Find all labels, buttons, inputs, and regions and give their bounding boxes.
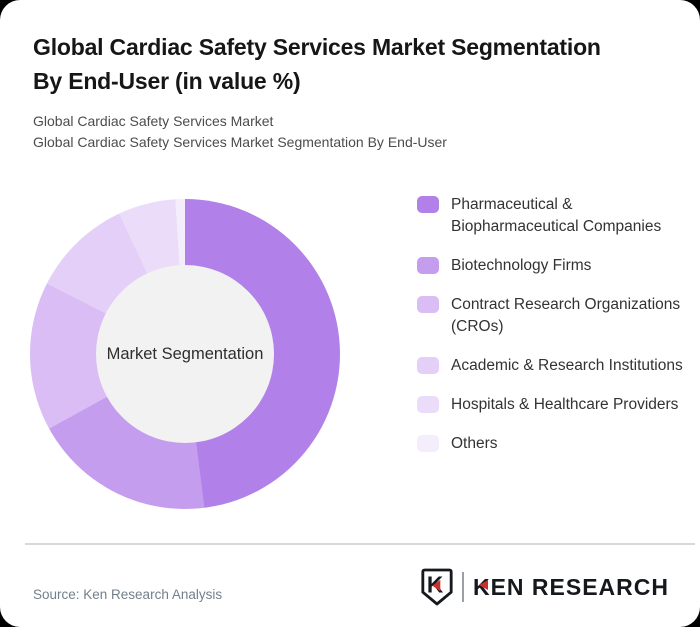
footer-divider — [25, 543, 695, 545]
donut-chart: Market Segmentation — [30, 199, 340, 509]
legend-swatch-hospitals — [417, 396, 439, 413]
legend-label-pharma: Pharmaceutical & Biopharmaceutical Compa… — [451, 196, 662, 235]
ken-research-logo: K KEN RESEARCH — [420, 567, 669, 607]
brand-rest: EN RESEARCH — [490, 573, 669, 600]
legend-label-biotech: Biotechnology Firms — [451, 257, 592, 274]
red-wedge-icon — [478, 579, 488, 590]
legend-swatch-cro — [417, 296, 439, 313]
legend-item-academic: Academic & Research Institutions — [417, 355, 687, 377]
page-title: Global Cardiac Safety Services Market Se… — [33, 30, 673, 98]
legend-item-cro: Contract Research Organizations (CROs) — [417, 294, 687, 338]
shield-k-icon: K — [421, 568, 453, 606]
legend-label-academic: Academic & Research Institutions — [451, 357, 683, 374]
legend-item-hospitals: Hospitals & Healthcare Providers — [417, 394, 687, 416]
logo-separator — [461, 572, 464, 602]
chart-legend: Pharmaceutical & Biopharmaceutical Compa… — [417, 194, 687, 472]
legend-item-biotech: Biotechnology Firms — [417, 255, 687, 277]
donut-center: Market Segmentation — [96, 265, 274, 443]
legend-swatch-others — [417, 435, 439, 452]
legend-swatch-academic — [417, 357, 439, 374]
source-note: Source: Ken Research Analysis — [33, 587, 223, 602]
title-line-1: Global Cardiac Safety Services Market Se… — [33, 34, 601, 60]
legend-item-pharma: Pharmaceutical & Biopharmaceutical Compa… — [417, 194, 687, 238]
legend-label-others: Others — [451, 435, 498, 452]
legend-swatch-pharma — [417, 196, 439, 213]
subtitle-market: Global Cardiac Safety Services Market — [33, 113, 274, 129]
legend-item-others: Others — [417, 433, 687, 455]
legend-label-cro: Contract Research Organizations (CROs) — [451, 296, 681, 335]
subtitle-segmentation: Global Cardiac Safety Services Market Se… — [33, 134, 447, 150]
donut-center-label: Market Segmentation — [106, 344, 264, 363]
brand-wordmark: K EN RESEARCH — [473, 574, 669, 601]
legend-swatch-biotech — [417, 257, 439, 274]
legend-label-hospitals: Hospitals & Healthcare Providers — [451, 396, 679, 413]
title-line-2: By End-User (in value %) — [33, 68, 301, 94]
